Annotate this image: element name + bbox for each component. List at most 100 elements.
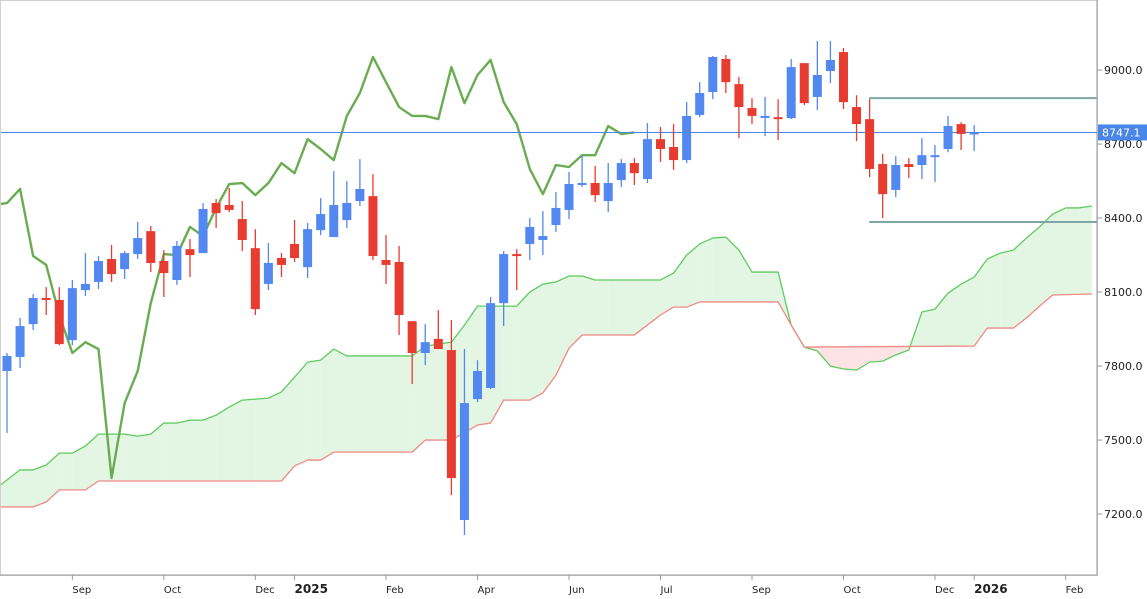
cloud-segment-bullish bbox=[686, 243, 700, 308]
candle-down bbox=[656, 127, 665, 163]
candle-body bbox=[290, 243, 300, 259]
candle-body bbox=[237, 219, 247, 241]
candle-up bbox=[577, 155, 587, 187]
candle-down bbox=[368, 174, 378, 260]
last-price-label: 8747.1 bbox=[1102, 126, 1141, 139]
candle-up bbox=[15, 317, 25, 369]
candle-body bbox=[159, 260, 169, 274]
candle-down bbox=[146, 225, 156, 273]
candle-down bbox=[629, 158, 639, 186]
indicator-lines bbox=[0, 55, 1092, 508]
candle-up bbox=[355, 159, 365, 206]
y-tick-label: 8100.0 bbox=[1104, 286, 1143, 299]
candle-body bbox=[15, 326, 25, 357]
candle-body bbox=[669, 147, 679, 161]
candle-up bbox=[525, 218, 535, 260]
candle-body bbox=[67, 288, 77, 341]
candle-up bbox=[2, 352, 12, 433]
candle-up bbox=[473, 360, 483, 403]
cloud-segment-bullish bbox=[294, 362, 308, 466]
cloud-segment-bearish bbox=[882, 346, 896, 362]
cloud-segment-bullish bbox=[124, 434, 138, 482]
candle-body bbox=[276, 258, 286, 265]
cloud-segment-bearish bbox=[856, 346, 870, 371]
candle-body bbox=[329, 204, 339, 238]
cloud-segment-bullish bbox=[229, 400, 243, 482]
cloud-segment-bullish bbox=[595, 279, 609, 335]
candle-body bbox=[446, 350, 456, 479]
cloud-segment-bullish bbox=[307, 360, 321, 461]
candle-up bbox=[917, 138, 927, 180]
candle-body bbox=[773, 117, 783, 120]
cloud-segment-bullish bbox=[1039, 214, 1053, 307]
candle-body bbox=[564, 184, 574, 210]
cloud-segment-bullish bbox=[216, 407, 230, 482]
candle-body bbox=[41, 297, 51, 300]
candle-body bbox=[629, 163, 639, 174]
candle-up bbox=[930, 145, 940, 183]
candle-body bbox=[198, 208, 208, 254]
senkou-span-a-line bbox=[0, 205, 1092, 487]
candle-body bbox=[721, 58, 731, 83]
candle-up bbox=[172, 241, 182, 285]
candle-body bbox=[54, 299, 64, 345]
candle-body bbox=[708, 56, 718, 93]
candle-body bbox=[107, 259, 117, 275]
candle-up bbox=[198, 203, 208, 254]
candle-up bbox=[603, 163, 613, 213]
candle-down bbox=[904, 158, 914, 179]
candle-down bbox=[956, 122, 966, 150]
candle-up bbox=[459, 349, 469, 536]
cloud-segment-bullish bbox=[765, 272, 779, 302]
candle-body bbox=[433, 338, 443, 350]
ichimoku-cloud bbox=[0, 205, 1092, 507]
candle-up bbox=[943, 115, 953, 153]
candle-down bbox=[838, 48, 848, 110]
x-tick-label: Sep bbox=[72, 585, 91, 596]
candle-down bbox=[407, 321, 417, 385]
candles bbox=[2, 40, 979, 536]
cloud-segment-bullish bbox=[1052, 207, 1066, 296]
candle-body bbox=[590, 183, 600, 196]
cloud-segment-bullish bbox=[281, 377, 295, 482]
candle-up bbox=[564, 171, 574, 220]
cloud-segment-bullish bbox=[425, 344, 439, 441]
horizontal-levels bbox=[0, 97, 1097, 224]
candle-body bbox=[394, 261, 404, 316]
cloud-segment-bullish bbox=[242, 399, 256, 482]
cloud-segment-bullish bbox=[634, 279, 648, 335]
x-tick-label: Apr bbox=[478, 585, 496, 596]
candle-down bbox=[852, 95, 862, 142]
candle-up bbox=[969, 125, 979, 151]
candle-body bbox=[538, 236, 548, 241]
candle-body bbox=[616, 163, 626, 181]
cloud-segment-bullish bbox=[255, 398, 269, 482]
candle-body bbox=[760, 115, 770, 118]
candle-down bbox=[276, 253, 286, 278]
cloud-segment-bullish bbox=[399, 355, 413, 453]
candle-body bbox=[185, 249, 195, 256]
candle-body bbox=[956, 124, 966, 134]
cloud-segment-bullish bbox=[961, 277, 975, 347]
cloud-segment-bullish bbox=[0, 479, 7, 507]
candle-up bbox=[891, 156, 901, 198]
x-tick-label: 2025 bbox=[295, 582, 328, 596]
x-tick-label: Jul bbox=[660, 585, 673, 596]
x-tick-label: Feb bbox=[1066, 585, 1084, 596]
candle-body bbox=[603, 183, 613, 202]
candle-down bbox=[433, 310, 443, 350]
candle-body bbox=[682, 115, 692, 161]
last-price-tag bbox=[1098, 124, 1147, 141]
cloud-segment-bullish bbox=[987, 253, 1001, 329]
cloud-segment-bearish bbox=[869, 346, 883, 363]
candle-down bbox=[747, 98, 757, 125]
cloud-segment-bullish bbox=[33, 464, 47, 507]
x-tick-label: Oct bbox=[164, 585, 181, 596]
candle-body bbox=[512, 254, 522, 257]
candle-body bbox=[486, 303, 496, 389]
cloud-segment-bullish bbox=[751, 272, 766, 302]
candle-up bbox=[263, 242, 273, 291]
y-tick-label: 7500.0 bbox=[1104, 434, 1143, 447]
cloud-segment-bullish bbox=[320, 349, 334, 461]
